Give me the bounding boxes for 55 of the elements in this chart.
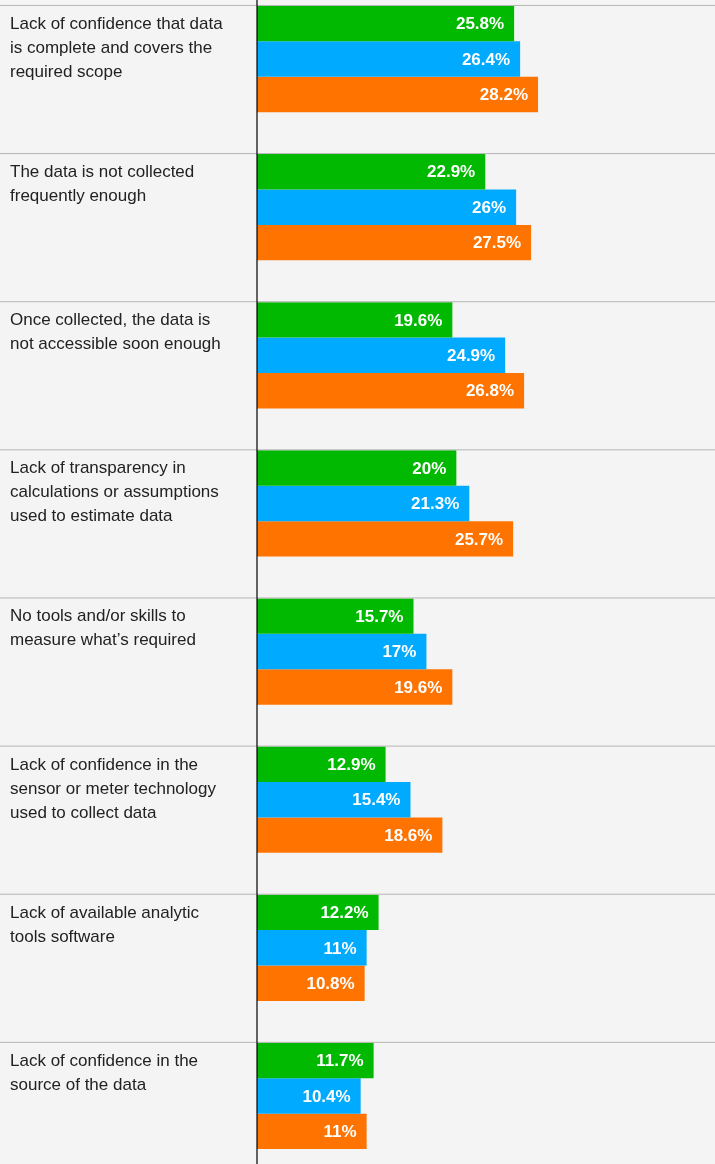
data-label: 26% <box>472 197 507 217</box>
bar <box>257 485 470 522</box>
bar <box>257 746 386 782</box>
data-label: 10.4% <box>302 1086 351 1106</box>
bar <box>257 669 453 705</box>
bar <box>257 817 443 853</box>
bar <box>257 930 367 966</box>
y-tick-label: Lack of confidence in the source of the data <box>10 1050 199 1094</box>
data-label: 20% <box>412 458 447 478</box>
data-label: 17% <box>382 642 417 662</box>
data-label: 18.6% <box>384 825 433 845</box>
data-label: 12.2% <box>320 903 369 923</box>
bar <box>257 1042 374 1079</box>
data-label: 19.6% <box>394 677 443 697</box>
data-label: 10.8% <box>306 973 355 993</box>
bar <box>257 224 532 261</box>
data-label: 24.9% <box>446 346 496 365</box>
data-label: 28.2% <box>479 85 529 105</box>
data-label: 12.9% <box>327 754 376 774</box>
data-label: 15.7% <box>355 606 404 626</box>
bar <box>257 5 515 42</box>
bar <box>257 781 411 818</box>
bar <box>257 337 506 374</box>
y-tick-label: Lack of transparency in calculations or assumptions used to estimate data <box>10 458 219 526</box>
y-tick-label: Once collected, the data is not accessible soon enough <box>10 310 221 354</box>
bar <box>257 373 525 409</box>
bar <box>257 41 521 77</box>
bar <box>257 521 514 557</box>
bar <box>257 76 539 113</box>
data-label: 27.5% <box>472 233 522 253</box>
bar <box>257 302 453 338</box>
data-label: 19.6% <box>394 310 443 330</box>
y-tick-label: Lack of confidence in the sensor or meter technology used to collect data <box>10 754 217 822</box>
data-label: 11% <box>323 938 357 958</box>
data-label: 25.7% <box>454 529 504 549</box>
data-label: 15.4% <box>352 790 401 810</box>
bar <box>257 154 486 190</box>
data-label: 25.8% <box>455 14 505 34</box>
bar <box>257 1078 361 1114</box>
y-tick-label: Lack of confidence that data is complete and covers the required scope <box>10 13 224 81</box>
data-label: 26.8% <box>465 381 515 401</box>
data-label: 11% <box>323 1122 357 1142</box>
data-label: 21.3% <box>411 494 460 514</box>
bar <box>257 450 457 486</box>
bar <box>257 633 427 670</box>
y-tick-label: Lack of available analytic tools software <box>10 902 200 946</box>
data-label: 11.7% <box>316 1051 364 1071</box>
data-label: 22.9% <box>427 162 476 182</box>
y-tick-label: The data is not collected frequently enough <box>10 162 195 206</box>
y-tick-label: No tools and/or skills to measure what’s required <box>10 606 196 650</box>
bar <box>257 598 414 634</box>
data-label: 26.4% <box>461 49 511 69</box>
bar <box>257 894 379 931</box>
bar <box>257 189 517 225</box>
bar <box>257 1113 367 1150</box>
